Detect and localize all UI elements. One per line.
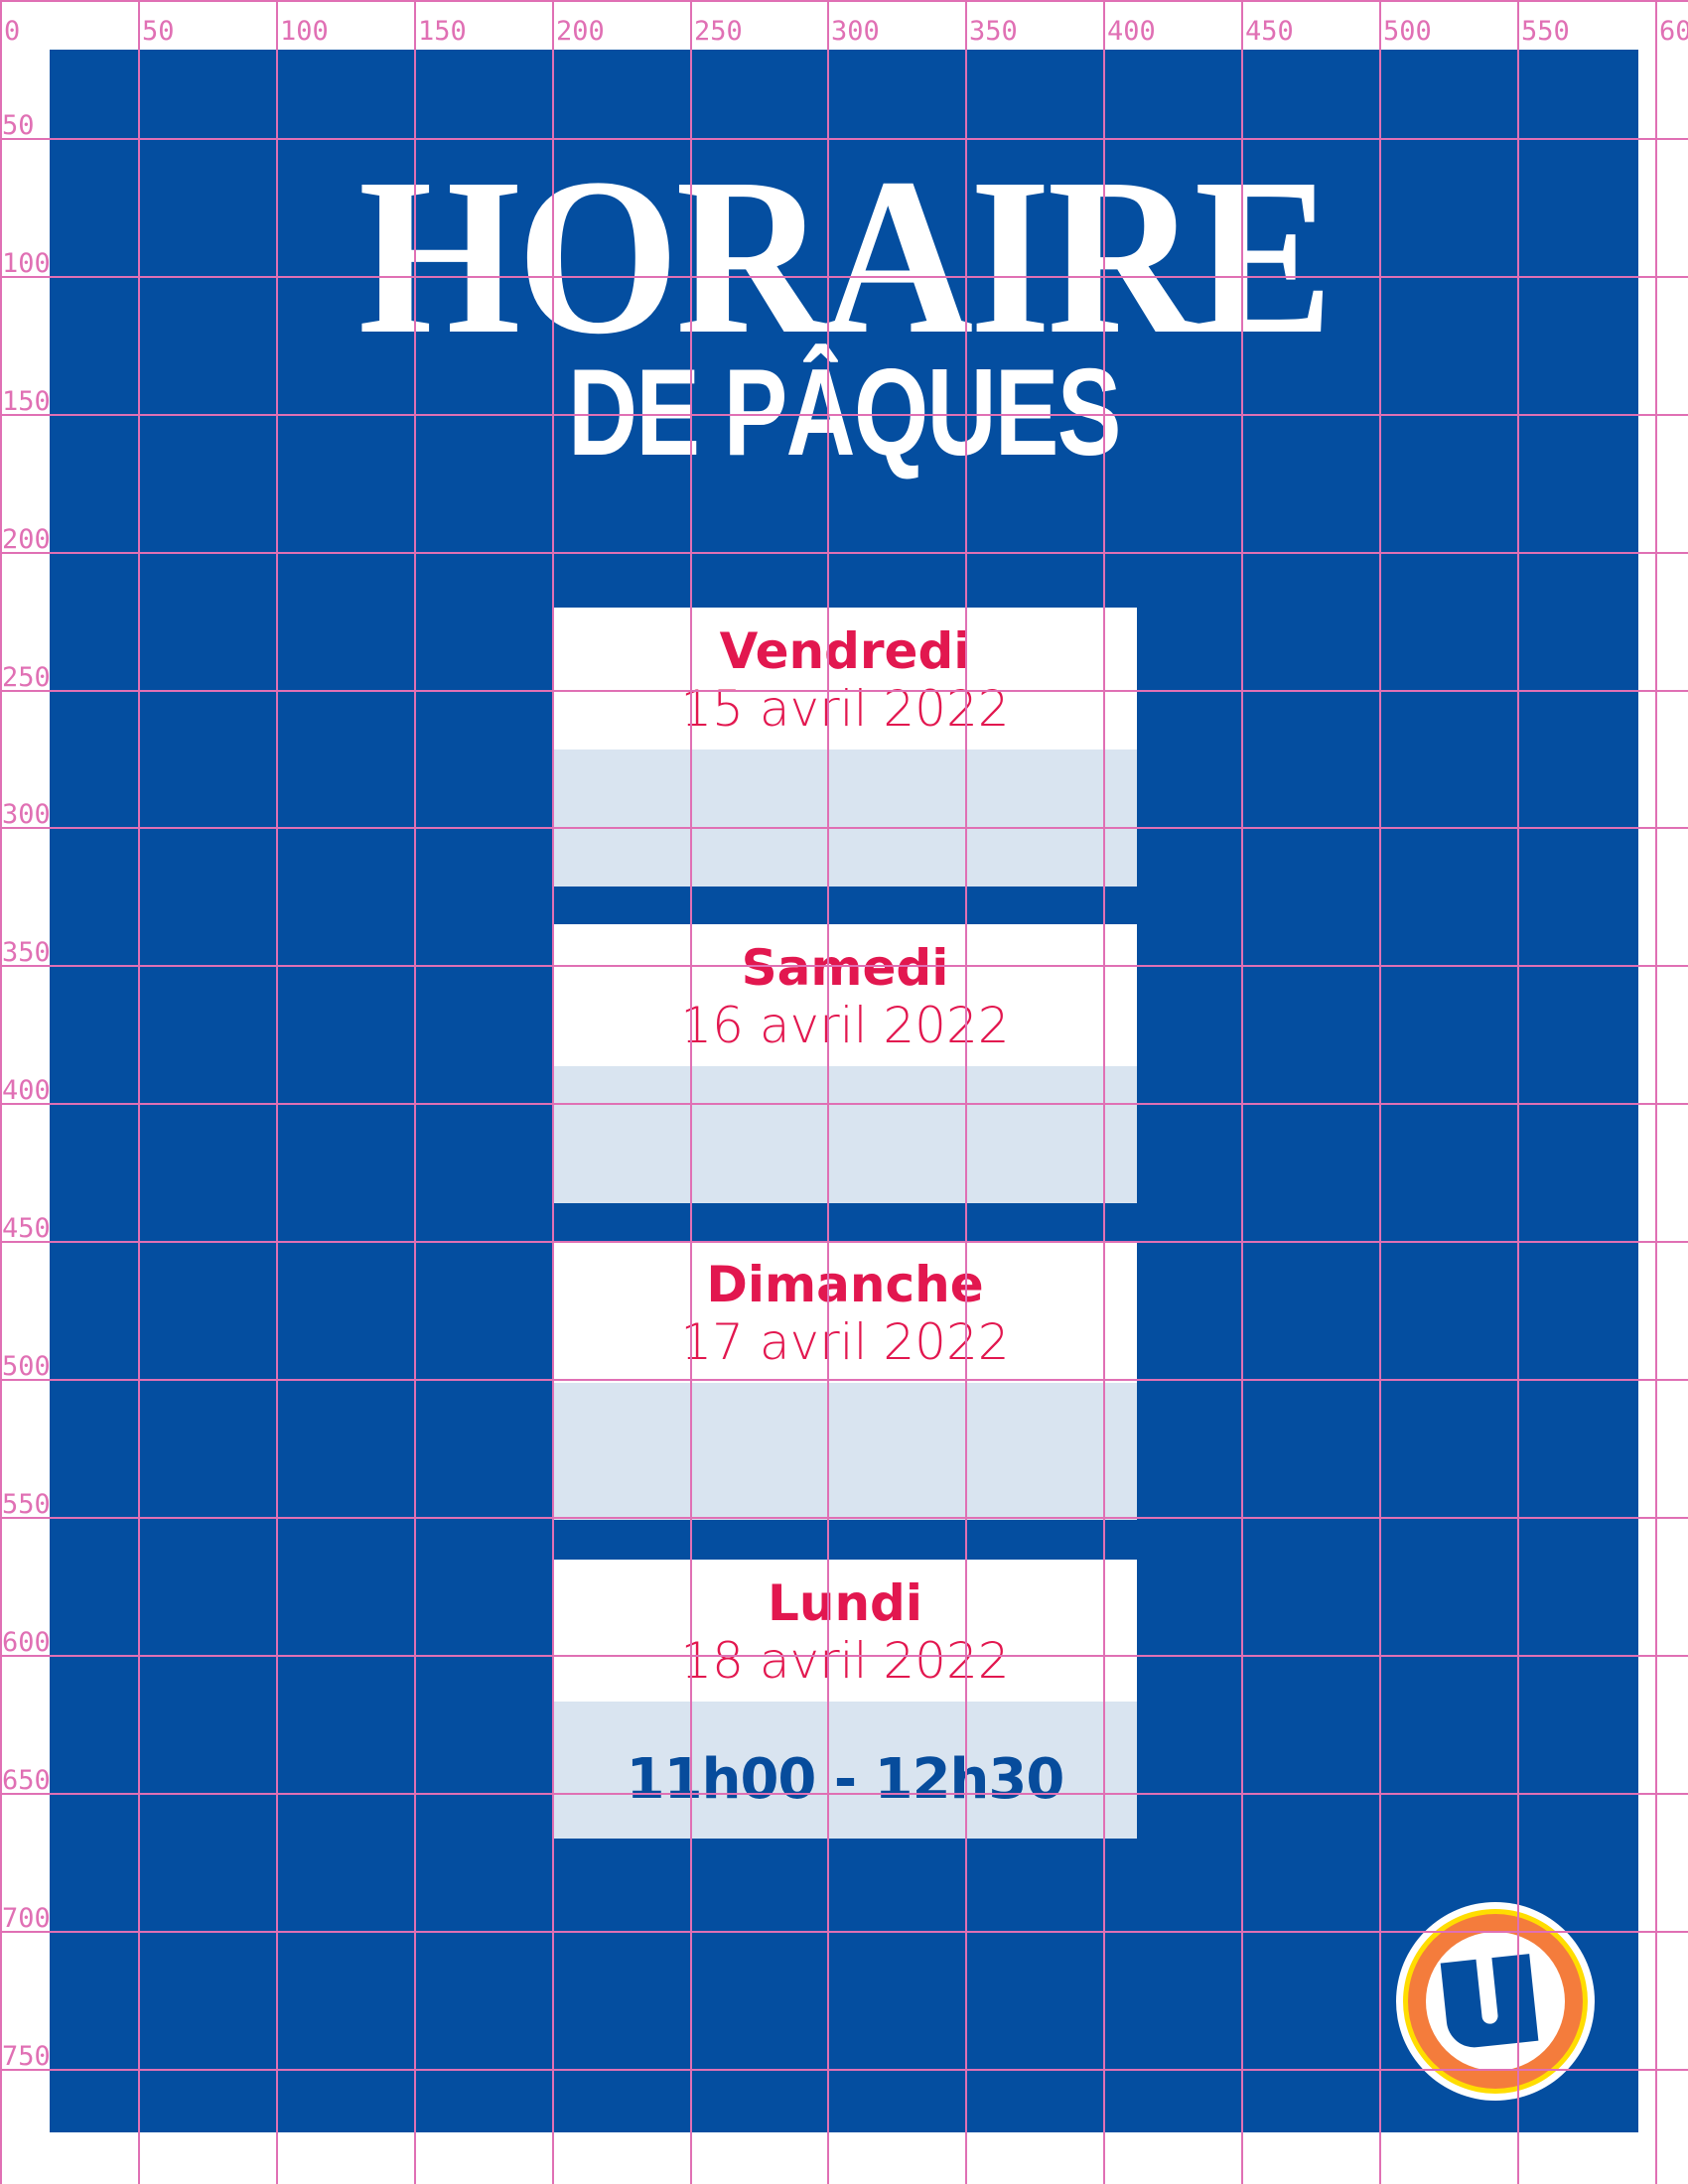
day-date: 17 avril 2022 — [680, 1313, 1010, 1371]
u-store-logo-icon — [1396, 1902, 1595, 2101]
day-date: 16 avril 2022 — [680, 997, 1010, 1054]
grid-x-label: 250 — [694, 16, 743, 47]
grid-x-label: 100 — [280, 16, 329, 47]
day-name: Samedi — [741, 939, 949, 997]
grid-y-label: 100 — [2, 248, 51, 279]
day-header: Samedi 16 avril 2022 — [553, 924, 1137, 1066]
grid-x-label: 60 — [1659, 16, 1688, 47]
grid-x-label: 450 — [1245, 16, 1294, 47]
hours-text: 11h00 - 12h30 — [626, 1746, 1065, 1812]
day-date: 15 avril 2022 — [680, 680, 1010, 738]
grid-x-label: 0 — [4, 16, 21, 47]
grid-y-label: 600 — [2, 1627, 51, 1658]
grid-y-label: 50 — [2, 110, 35, 141]
hours-box — [553, 1383, 1137, 1520]
day-header: Vendredi 15 avril 2022 — [553, 608, 1137, 750]
grid-y-label: 700 — [2, 1903, 51, 1934]
grid-y-label: 400 — [2, 1075, 51, 1106]
grid-x-label: 300 — [831, 16, 880, 47]
day-card-saturday: Samedi 16 avril 2022 — [553, 924, 1137, 1203]
grid-y-label: 650 — [2, 1765, 51, 1796]
hours-box — [553, 1066, 1137, 1203]
hours-box — [553, 750, 1137, 887]
grid-x-label: 150 — [418, 16, 467, 47]
day-header: Dimanche 17 avril 2022 — [553, 1241, 1137, 1383]
grid-x-label: 50 — [142, 16, 175, 47]
grid-horizontal-line — [0, 0, 1688, 2]
grid-y-label: 550 — [2, 1489, 51, 1520]
day-card-friday: Vendredi 15 avril 2022 — [553, 608, 1137, 887]
day-name: Dimanche — [706, 1256, 984, 1313]
grid-y-label: 750 — [2, 2041, 51, 2072]
grid-y-label: 200 — [2, 524, 51, 555]
day-name: Vendredi — [719, 622, 971, 680]
grid-y-label: 500 — [2, 1351, 51, 1382]
title: HORAIRE — [357, 132, 1334, 380]
hours-box: 11h00 - 12h30 — [553, 1702, 1137, 1839]
subtitle: DE PÂQUES — [568, 344, 1121, 481]
grid-y-label: 250 — [2, 662, 51, 693]
grid-x-label: 550 — [1521, 16, 1570, 47]
grid-vertical-line — [1655, 0, 1657, 2184]
grid-x-label: 350 — [969, 16, 1018, 47]
day-card-monday: Lundi 18 avril 2022 11h00 - 12h30 — [553, 1560, 1137, 1839]
grid-vertical-line — [0, 0, 2, 2184]
grid-x-label: 200 — [556, 16, 605, 47]
grid-y-label: 350 — [2, 937, 51, 968]
day-card-sunday: Dimanche 17 avril 2022 — [553, 1241, 1137, 1520]
day-header: Lundi 18 avril 2022 — [553, 1560, 1137, 1702]
day-name: Lundi — [768, 1574, 922, 1632]
grid-y-label: 450 — [2, 1213, 51, 1244]
grid-y-label: 150 — [2, 386, 51, 417]
grid-x-label: 500 — [1383, 16, 1432, 47]
grid-x-label: 400 — [1107, 16, 1156, 47]
grid-y-label: 300 — [2, 799, 51, 830]
day-date: 18 avril 2022 — [680, 1632, 1010, 1690]
